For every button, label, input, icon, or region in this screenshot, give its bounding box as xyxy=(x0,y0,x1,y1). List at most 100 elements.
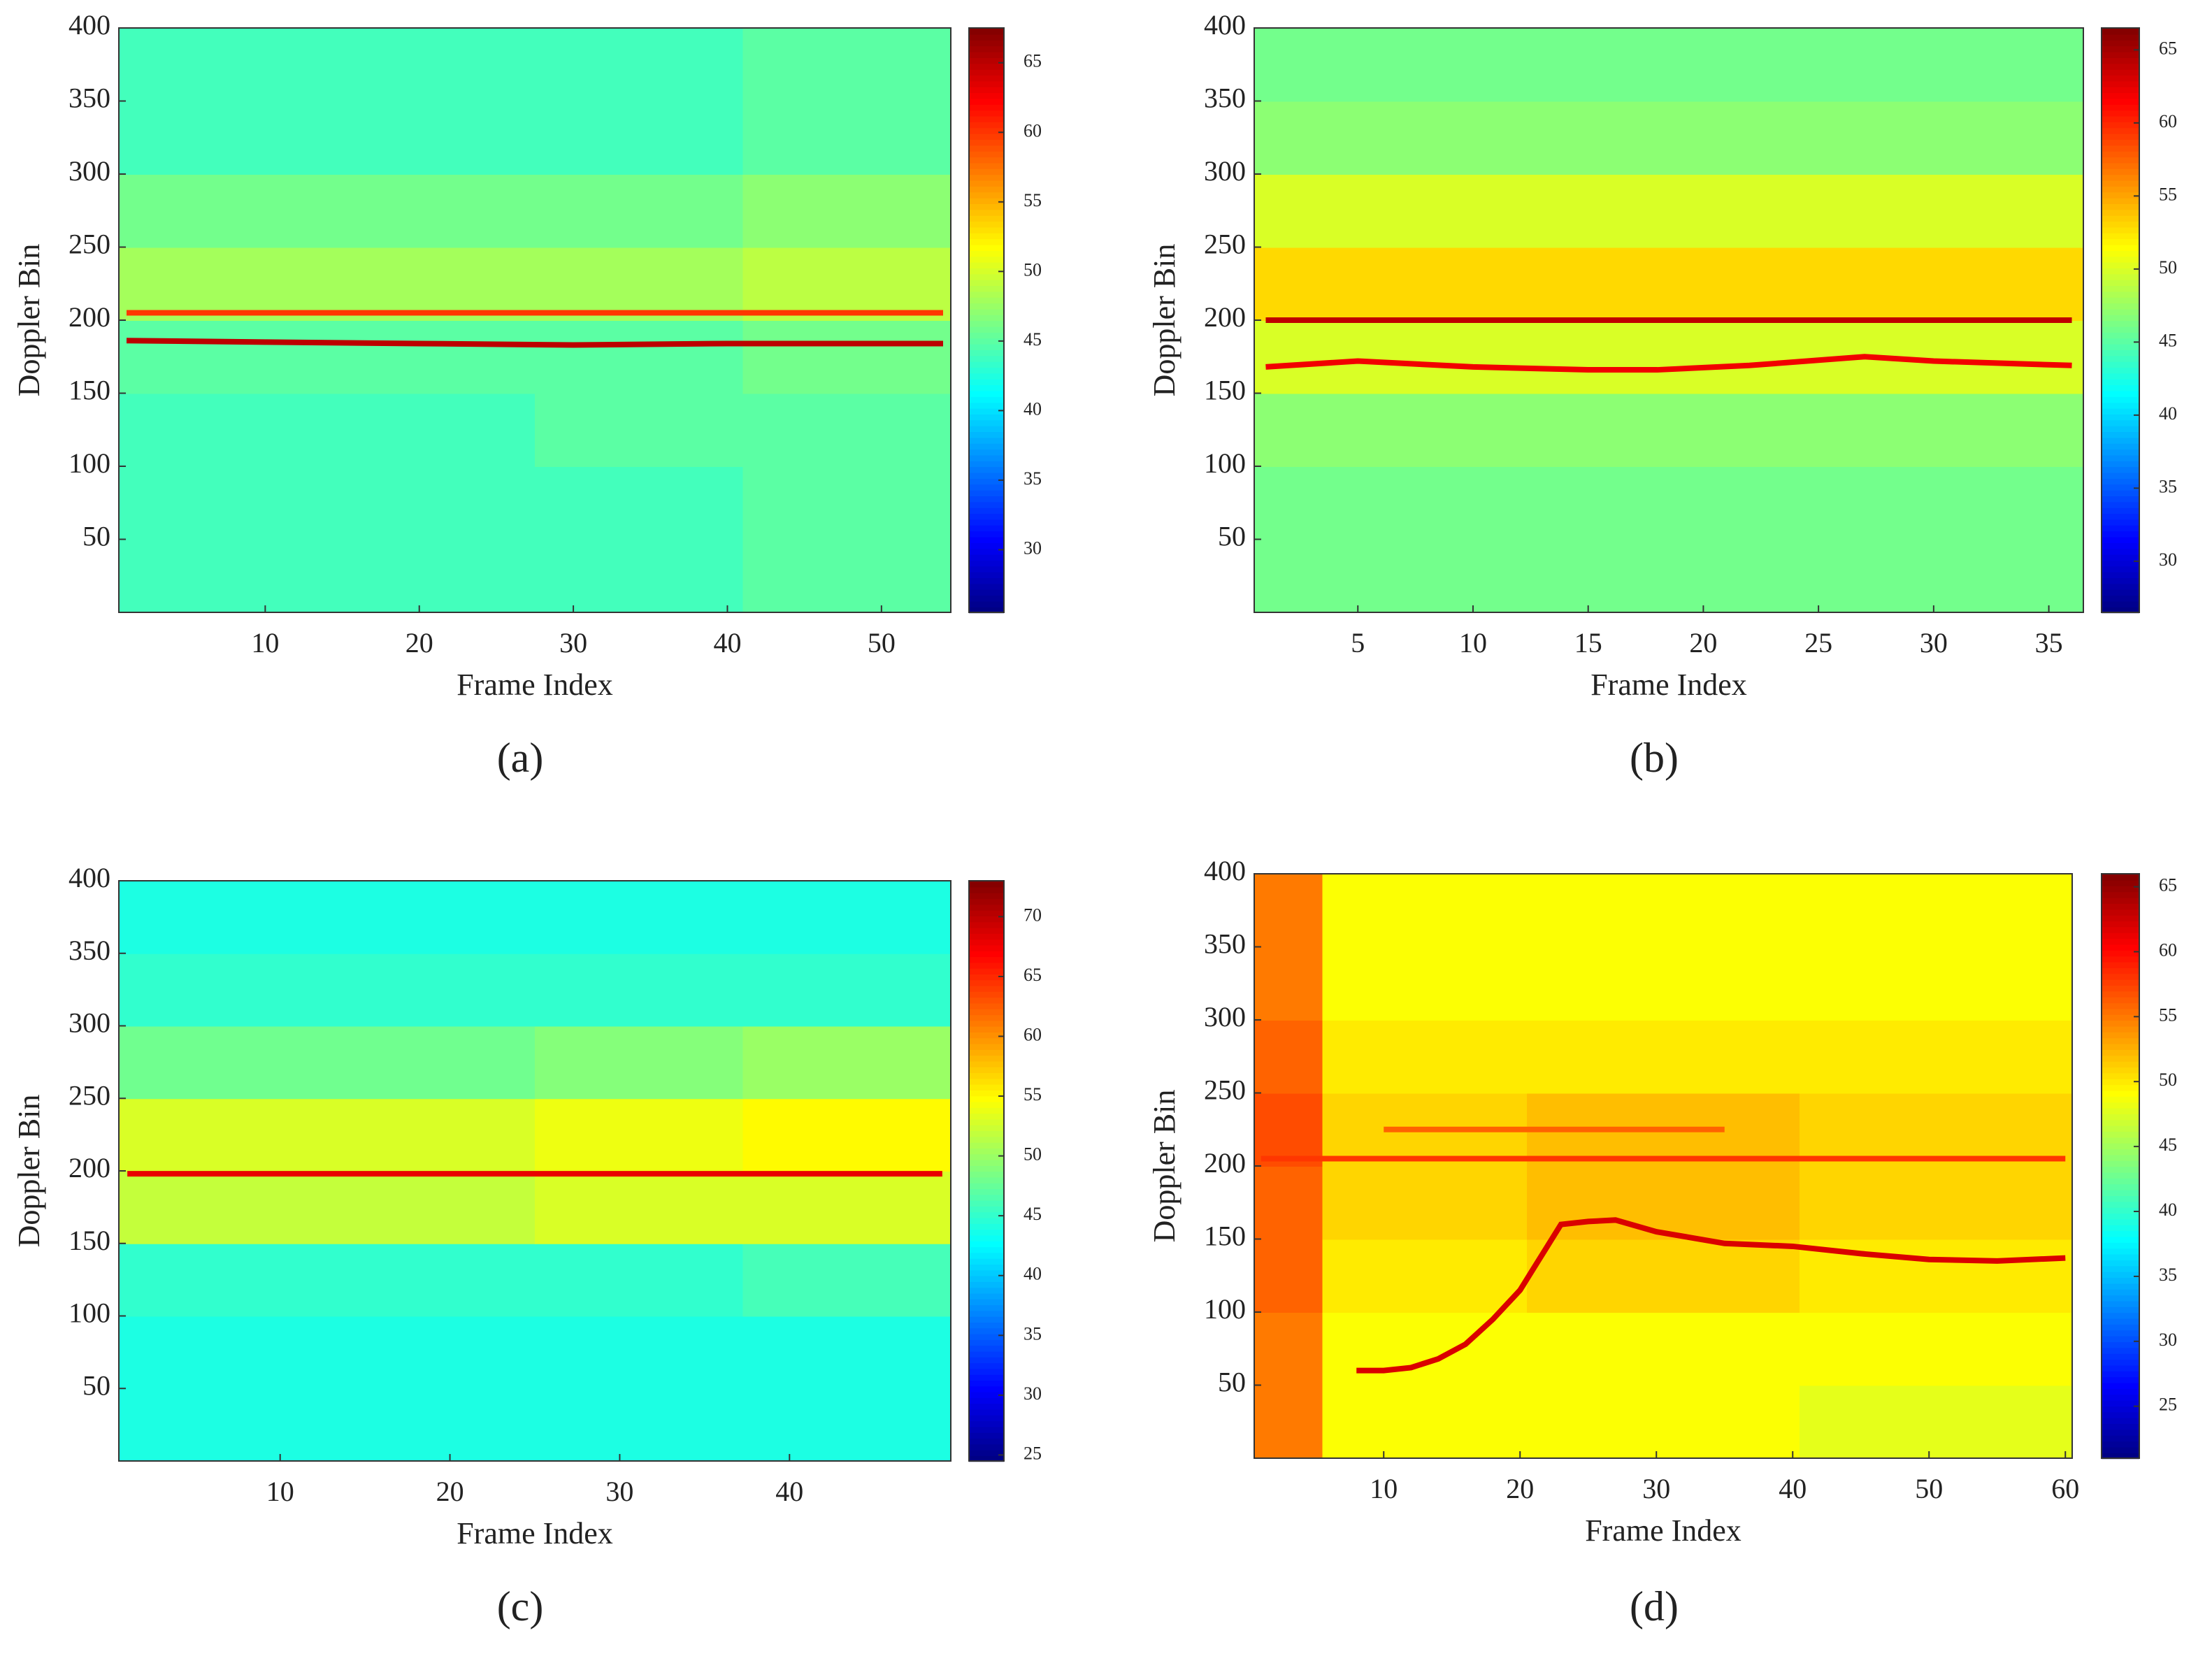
colorbar-step xyxy=(2102,1166,2139,1173)
colorbar-step xyxy=(2102,1365,2139,1372)
y-tick-label: 300 xyxy=(1204,1001,1246,1032)
colorbar-step xyxy=(969,1304,1004,1311)
heat-cell xyxy=(535,1025,744,1100)
colorbar-step xyxy=(969,285,1004,292)
colorbar-step xyxy=(969,1055,1004,1062)
colorbar-tick-label: 65 xyxy=(1024,51,1042,71)
colorbar-step xyxy=(2102,1008,2139,1015)
colorbar-step xyxy=(969,991,1004,998)
colorbar-step xyxy=(969,45,1004,52)
heat-cell xyxy=(1461,28,1669,102)
colorbar-step xyxy=(969,1060,1004,1067)
colorbar-step xyxy=(2102,215,2139,222)
colorbar-step xyxy=(969,1391,1004,1398)
colorbar-step xyxy=(2102,594,2139,602)
heat-cell xyxy=(326,174,536,248)
colorbar-step xyxy=(2102,1043,2139,1050)
colorbar-step xyxy=(969,939,1004,946)
colorbar-step xyxy=(2102,577,2139,584)
colorbar-step xyxy=(969,28,1004,35)
colorbar-step xyxy=(2102,1388,2139,1395)
colorbar-step xyxy=(2102,1271,2139,1279)
colorbar-step xyxy=(2102,1423,2139,1430)
colorbar-step xyxy=(969,1153,1004,1160)
colorbar-step xyxy=(2102,1095,2139,1103)
colorbar-step xyxy=(2102,460,2139,468)
panel: 10 20 30 40 50 100 150 200 250 300 350 400 Frame Ind… xyxy=(12,862,1042,1629)
colorbar-step xyxy=(969,1263,1004,1271)
heat-cell xyxy=(1876,393,2084,467)
colorbar-step xyxy=(969,1037,1004,1044)
colorbar-step xyxy=(969,378,1004,386)
colorbar-step xyxy=(969,192,1004,199)
y-tick-label: 50 xyxy=(1218,521,1246,552)
colorbar-step xyxy=(969,950,1004,958)
colorbar-step xyxy=(2102,1288,2139,1296)
colorbar-step xyxy=(969,338,1004,345)
colorbar-step xyxy=(969,886,1004,893)
colorbar-step xyxy=(969,577,1004,584)
heat-cell xyxy=(1461,539,1669,613)
y-tick-label: 50 xyxy=(82,1369,110,1401)
heat-cell xyxy=(1669,539,1877,613)
colorbar-step xyxy=(2102,1341,2139,1348)
colorbar-step xyxy=(2102,961,2139,968)
colorbar-step xyxy=(969,1385,1004,1392)
colorbar-step xyxy=(969,442,1004,450)
heat-cell xyxy=(119,1243,328,1317)
heat-cell xyxy=(1527,1385,1800,1459)
colorbar-step xyxy=(2102,571,2139,579)
colorbar-step xyxy=(969,1066,1004,1074)
heat-cell xyxy=(1800,946,2073,1021)
colorbar-step xyxy=(2102,185,2139,193)
colorbar-step xyxy=(969,103,1004,111)
heat-cell xyxy=(1322,1312,1528,1386)
heat-cell xyxy=(535,1243,744,1317)
colorbar-step xyxy=(2102,250,2139,257)
colorbar-step xyxy=(969,384,1004,391)
heat-cell xyxy=(535,393,744,467)
colorbar-step xyxy=(2102,98,2139,105)
heat-cell xyxy=(1254,393,1463,467)
x-tick-label: 50 xyxy=(868,627,896,658)
colorbar-step xyxy=(969,495,1004,503)
colorbar-step xyxy=(2102,1195,2139,1202)
colorbar-step xyxy=(2102,1031,2139,1039)
colorbar-step xyxy=(969,185,1004,193)
colorbar-step xyxy=(2102,507,2139,514)
heat-cell xyxy=(1527,874,1800,948)
colorbar-step xyxy=(2102,1160,2139,1167)
colorbar-step xyxy=(969,1333,1004,1340)
heat-cell xyxy=(1322,1166,1528,1240)
colorbar-step xyxy=(2102,1049,2139,1056)
colorbar-step xyxy=(2102,51,2139,58)
colorbar-tick-label: 30 xyxy=(1024,538,1042,558)
colorbar-step xyxy=(969,898,1004,905)
colorbar-step xyxy=(969,408,1004,415)
colorbar-step xyxy=(2102,192,2139,199)
panel-label: (d) xyxy=(1630,1583,1679,1629)
colorbar-step xyxy=(2102,138,2139,146)
colorbar-step xyxy=(2102,279,2139,287)
colorbar-step xyxy=(2102,390,2139,397)
colorbar-step xyxy=(969,150,1004,158)
colorbar-step xyxy=(2102,326,2139,333)
heat-cell xyxy=(742,539,951,613)
colorbar-step xyxy=(969,1031,1004,1039)
y-tick-label: 250 xyxy=(69,1079,110,1111)
colorbar-step xyxy=(2102,1417,2139,1425)
colorbar-step xyxy=(969,1374,1004,1381)
colorbar-step xyxy=(969,238,1004,245)
x-tick-label: 20 xyxy=(405,627,433,658)
colorbar-step xyxy=(969,956,1004,963)
heat-cell xyxy=(1254,1020,1323,1094)
colorbar-step xyxy=(969,331,1004,339)
heat-cell xyxy=(1669,393,1877,467)
colorbar-step xyxy=(2102,1113,2139,1121)
y-tick-label: 100 xyxy=(1204,1293,1246,1325)
colorbar-step xyxy=(2102,944,2139,951)
colorbar-step xyxy=(2102,1276,2139,1284)
y-tick-label: 150 xyxy=(1204,375,1246,406)
heat-cell xyxy=(1254,1093,1323,1167)
x-tick-label: 40 xyxy=(1779,1473,1807,1504)
